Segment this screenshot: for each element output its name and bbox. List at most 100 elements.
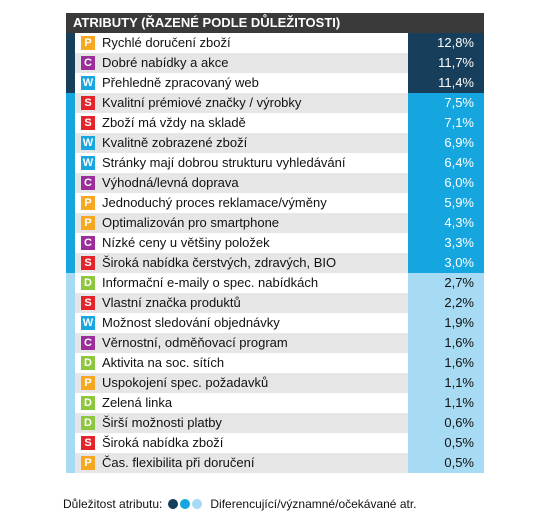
legend: Důležitost atributu: Diferencující/význa… bbox=[63, 496, 417, 512]
attribute-label: Dobré nabídky a akce bbox=[102, 55, 229, 70]
importance-stripe bbox=[66, 313, 75, 333]
attribute-value: 6,0% bbox=[444, 175, 474, 190]
attribute-value: 6,9% bbox=[444, 135, 474, 150]
importance-stripe bbox=[66, 413, 75, 433]
table-row: P Optimalizován pro smartphone 4,3% bbox=[66, 213, 484, 233]
table-row: S Vlastní značka produktů 2,2% bbox=[66, 293, 484, 313]
legend-dots bbox=[168, 499, 204, 509]
importance-stripe bbox=[66, 373, 75, 393]
attribute-label: Přehledně zpracovaný web bbox=[102, 75, 259, 90]
importance-stripe bbox=[66, 33, 75, 53]
importance-stripe bbox=[66, 213, 75, 233]
table-row: W Možnost sledování objednávky 1,9% bbox=[66, 313, 484, 333]
value-cell: 3,3% bbox=[408, 233, 484, 253]
attribute-value: 12,8% bbox=[437, 35, 474, 50]
attribute-label: Vlastní značka produktů bbox=[102, 295, 241, 310]
table-row: S Zboží má vždy na skladě 7,1% bbox=[66, 113, 484, 133]
table-row: C Věrnostní, odměňovací program 1,6% bbox=[66, 333, 484, 353]
table-row: S Široká nabídka zboží 0,5% bbox=[66, 433, 484, 453]
attribute-label: Kvalitně zobrazené zboží bbox=[102, 135, 248, 150]
attribute-value: 1,6% bbox=[444, 355, 474, 370]
attribute-value: 2,2% bbox=[444, 295, 474, 310]
importance-stripe bbox=[66, 73, 75, 93]
attribute-label: Jednoduchý proces reklamace/výměny bbox=[102, 195, 327, 210]
attribute-value: 3,0% bbox=[444, 255, 474, 270]
importance-stripe bbox=[66, 93, 75, 113]
attribute-label: Optimalizován pro smartphone bbox=[102, 215, 280, 230]
category-badge: W bbox=[81, 316, 95, 330]
table-row: D Zelená linka 1,1% bbox=[66, 393, 484, 413]
legend-dot-expected bbox=[192, 499, 203, 509]
attribute-label: Možnost sledování objednávky bbox=[102, 315, 280, 330]
value-cell: 11,4% bbox=[408, 73, 484, 93]
attribute-label: Výhodná/levná doprava bbox=[102, 175, 239, 190]
value-cell: 2,7% bbox=[408, 273, 484, 293]
category-badge: P bbox=[81, 376, 95, 390]
category-badge: P bbox=[81, 456, 95, 470]
value-cell: 6,4% bbox=[408, 153, 484, 173]
value-cell: 0,6% bbox=[408, 413, 484, 433]
attribute-value: 0,6% bbox=[444, 415, 474, 430]
value-cell: 0,5% bbox=[408, 453, 484, 473]
value-cell: 4,3% bbox=[408, 213, 484, 233]
attribute-value: 6,4% bbox=[444, 155, 474, 170]
importance-stripe bbox=[66, 353, 75, 373]
table-row: C Nízké ceny u většiny položek 3,3% bbox=[66, 233, 484, 253]
attribute-label: Kvalitní prémiové značky / výrobky bbox=[102, 95, 302, 110]
attribute-label: Široká nabídka čerstvých, zdravých, BIO bbox=[102, 255, 337, 270]
category-badge: S bbox=[81, 116, 95, 130]
category-badge: C bbox=[81, 336, 95, 350]
category-badge: S bbox=[81, 436, 95, 450]
attribute-label: Aktivita na soc. sítích bbox=[102, 355, 225, 370]
category-badge: D bbox=[81, 396, 95, 410]
importance-stripe bbox=[66, 233, 75, 253]
category-badge: S bbox=[81, 96, 95, 110]
importance-stripe bbox=[66, 433, 75, 453]
value-cell: 7,5% bbox=[408, 93, 484, 113]
attribute-label: Široká nabídka zboží bbox=[102, 435, 224, 450]
attribute-value: 0,5% bbox=[444, 455, 474, 470]
category-badge: S bbox=[81, 256, 95, 270]
importance-stripe bbox=[66, 53, 75, 73]
importance-stripe bbox=[66, 273, 75, 293]
attribute-value: 7,5% bbox=[444, 95, 474, 110]
importance-stripe bbox=[66, 193, 75, 213]
table-row: P Čas. flexibilita při doručení 0,5% bbox=[66, 453, 484, 473]
category-badge: W bbox=[81, 136, 95, 150]
table-row: P Jednoduchý proces reklamace/výměny 5,9% bbox=[66, 193, 484, 213]
table-row: C Dobré nabídky a akce 11,7% bbox=[66, 53, 484, 73]
table-row: D Aktivita na soc. sítích 1,6% bbox=[66, 353, 484, 373]
attribute-value: 2,7% bbox=[444, 275, 474, 290]
attribute-label: Zelená linka bbox=[102, 395, 173, 410]
importance-stripe bbox=[66, 253, 75, 273]
attribute-value: 11,7% bbox=[438, 55, 474, 70]
category-badge: C bbox=[81, 236, 95, 250]
table-row: P Uspokojení spec. požadavků 1,1% bbox=[66, 373, 484, 393]
value-cell: 6,9% bbox=[408, 133, 484, 153]
value-cell: 7,1% bbox=[408, 113, 484, 133]
value-cell: 1,6% bbox=[408, 333, 484, 353]
table-row: S Široká nabídka čerstvých, zdravých, BIO… bbox=[66, 253, 484, 273]
attribute-value: 0,5% bbox=[444, 435, 474, 450]
category-badge: W bbox=[81, 76, 95, 90]
attribute-label: Čas. flexibilita při doručení bbox=[102, 455, 255, 470]
table-row: W Stránky mají dobrou strukturu vyhledává… bbox=[66, 153, 484, 173]
value-cell: 1,1% bbox=[408, 373, 484, 393]
importance-stripe bbox=[66, 453, 75, 473]
value-cell: 5,9% bbox=[408, 193, 484, 213]
category-badge: W bbox=[81, 156, 95, 170]
table-row: D Širší možnosti platby 0,6% bbox=[66, 413, 484, 433]
value-cell: 6,0% bbox=[408, 173, 484, 193]
attribute-value: 1,6% bbox=[444, 335, 474, 350]
importance-stripe bbox=[66, 293, 75, 313]
attribute-label: Širší možnosti platby bbox=[102, 415, 222, 430]
attribute-value: 5,9% bbox=[444, 195, 474, 210]
importance-stripe bbox=[66, 113, 75, 133]
attribute-label: Věrnostní, odměňovací program bbox=[102, 335, 288, 350]
table-row: S Kvalitní prémiové značky / výrobky 7,5% bbox=[66, 93, 484, 113]
attribute-value: 1,9% bbox=[444, 315, 474, 330]
table-row: D Informační e-maily o spec. nabídkách 2,7… bbox=[66, 273, 484, 293]
legend-dot-differentiating bbox=[168, 499, 179, 509]
legend-suffix: Diferencující/významné/očekávané atr. bbox=[210, 497, 417, 511]
value-cell: 1,6% bbox=[408, 353, 484, 373]
